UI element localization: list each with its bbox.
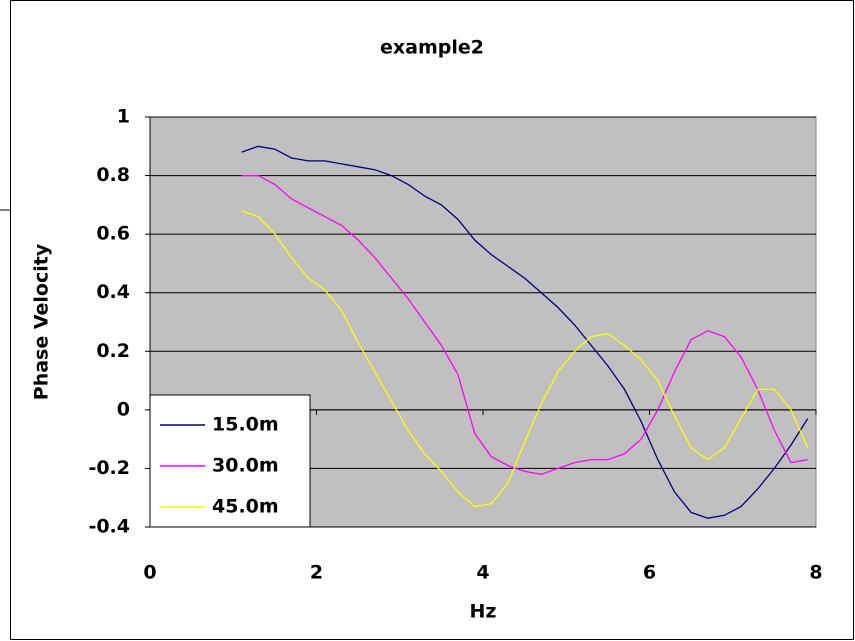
series-line <box>241 174 808 475</box>
y-tick-label: 0 <box>117 398 130 420</box>
x-tick-label: 0 <box>143 562 156 584</box>
chart-title: example2 <box>380 37 484 59</box>
series-line <box>241 145 809 519</box>
y-tick-label: 0.2 <box>96 340 130 362</box>
y-tick-label: -0.2 <box>88 457 130 479</box>
y-tick-label: 0.6 <box>96 223 130 245</box>
x-tick-label: 4 <box>476 562 489 584</box>
x-axis-label: Hz <box>470 601 497 623</box>
series-line <box>241 210 809 508</box>
y-tick-label: 1 <box>117 106 130 128</box>
y-tick-label: -0.4 <box>88 516 130 538</box>
legend-label: 30.0m <box>212 455 279 477</box>
y-tick-label: 0.4 <box>96 281 130 303</box>
x-tick-label: 8 <box>809 562 822 584</box>
legend-box <box>149 394 311 528</box>
x-tick-label: 2 <box>310 562 323 584</box>
y-axis-label: Phase Velocity <box>31 243 53 400</box>
legend-label: 15.0m <box>212 414 279 436</box>
y-tick-label: 0.8 <box>96 164 130 186</box>
x-tick-label: 6 <box>643 562 656 584</box>
legend-label: 45.0m <box>212 496 279 518</box>
